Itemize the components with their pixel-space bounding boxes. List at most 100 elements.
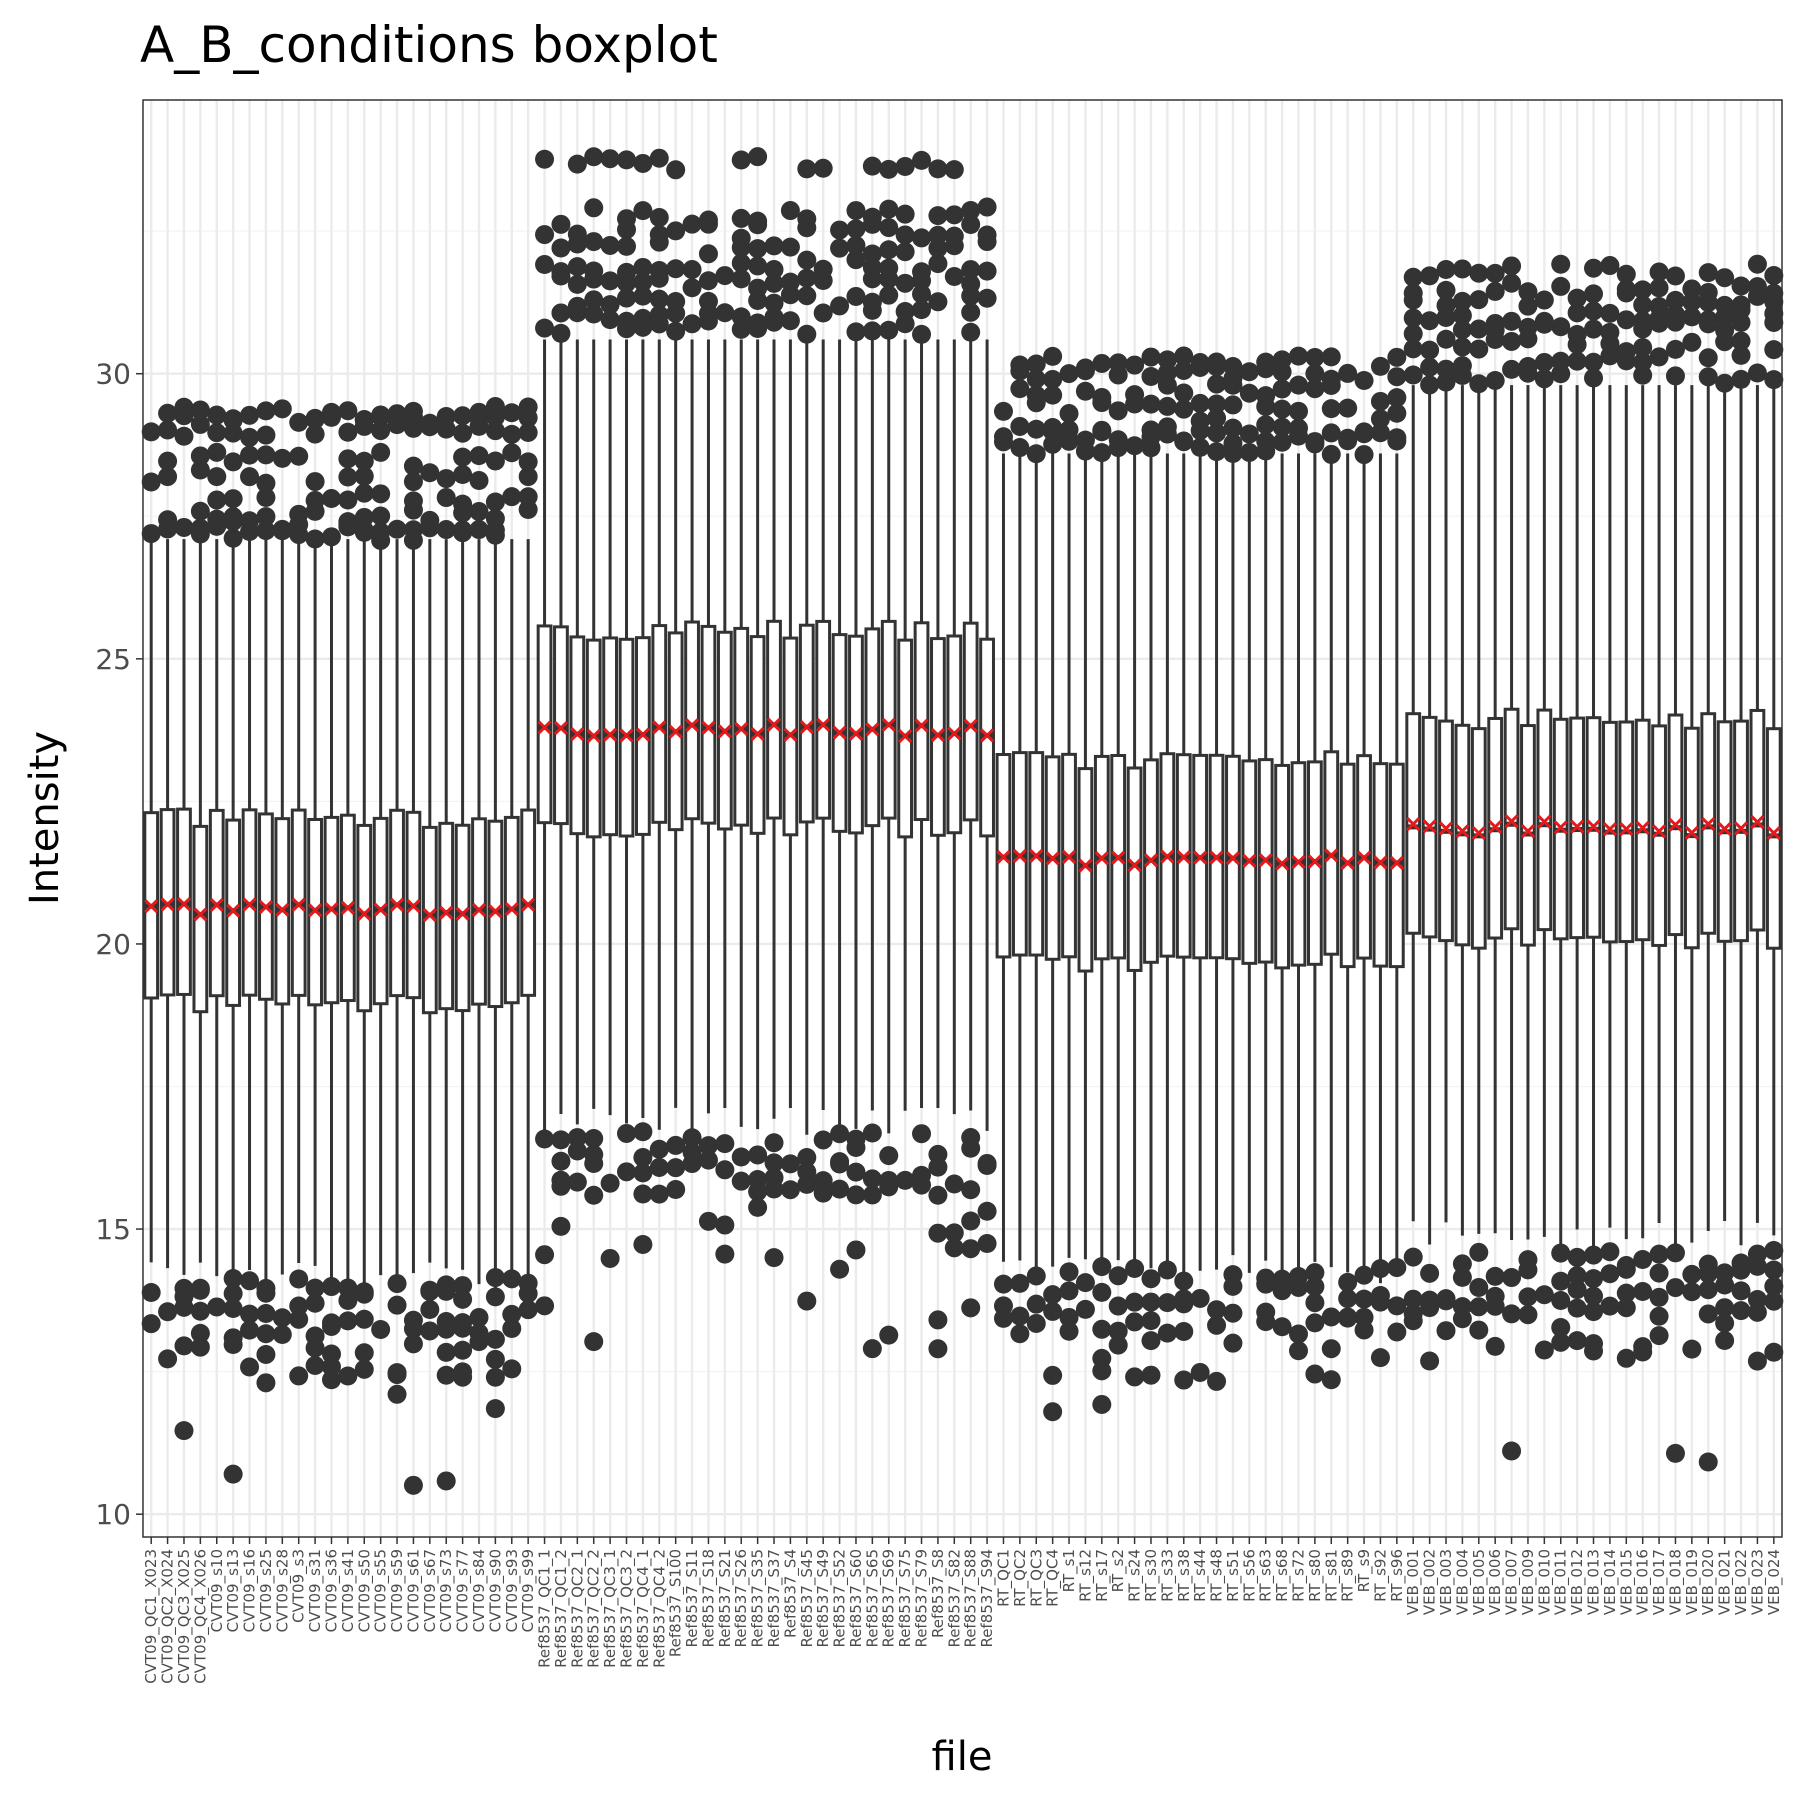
outlier-point (961, 1298, 981, 1318)
outlier-point (830, 1179, 850, 1199)
mean-marker (586, 728, 601, 744)
outlier-point (453, 1289, 473, 1309)
outlier-point (977, 197, 997, 217)
outlier-point (305, 1293, 325, 1313)
outlier-point (190, 414, 210, 434)
outlier-point (240, 1271, 260, 1291)
outlier-point (846, 1138, 866, 1158)
outlier-point (256, 401, 276, 421)
x-tick-label: CVT09_s55 (372, 1549, 391, 1632)
outlier-point (1321, 1339, 1341, 1359)
outlier-point (1190, 1362, 1210, 1382)
x-tick-label: Ref8537_QC3_1 (601, 1549, 620, 1668)
outlier-point (1354, 371, 1374, 391)
mean-marker (373, 902, 388, 917)
outlier-point (1764, 283, 1784, 303)
mean-marker (160, 897, 175, 912)
outlier-point (649, 1184, 669, 1204)
outlier-point (1288, 375, 1308, 395)
outlier-point (617, 262, 637, 282)
x-axis-title: file (932, 1734, 993, 1780)
outlier-point (1174, 399, 1194, 419)
outlier-point (256, 1344, 276, 1364)
outlier-point (633, 1148, 653, 1168)
outlier-point (731, 269, 751, 289)
mean-marker (1258, 853, 1273, 868)
outlier-point (977, 1233, 997, 1253)
outlier-point (1256, 1312, 1276, 1332)
outlier-point (420, 463, 440, 483)
outlier-point (1370, 391, 1390, 411)
outlier-point (305, 1278, 325, 1298)
outlier-point (846, 1185, 866, 1205)
outlier-point (1731, 1301, 1751, 1321)
outlier-point (1682, 292, 1702, 312)
outlier-point (1305, 364, 1325, 384)
outlier-point (1600, 303, 1620, 323)
outlier-point (813, 158, 833, 178)
outlier-point (387, 519, 407, 539)
outlier-point (223, 1464, 243, 1484)
outlier-point (1075, 1273, 1095, 1293)
mean-marker (521, 897, 536, 912)
box (1126, 766, 1143, 972)
outlier-point (436, 469, 456, 489)
outlier-point (912, 300, 932, 320)
outlier-point (764, 293, 784, 313)
mean-marker (1094, 851, 1109, 866)
outlier-point (338, 490, 358, 510)
outlier-point (403, 401, 423, 421)
outlier-point (240, 467, 260, 487)
outlier-point (1403, 267, 1423, 287)
outlier-point (1584, 284, 1604, 304)
outlier-point (436, 1471, 456, 1491)
outlier-point (961, 201, 981, 221)
outlier-point (862, 258, 882, 278)
outlier-point (780, 201, 800, 221)
outlier-point (1485, 281, 1505, 301)
outlier-point (256, 521, 276, 541)
mean-marker (1652, 824, 1667, 839)
outlier-point (174, 1421, 194, 1441)
mean-marker (1127, 858, 1142, 873)
outlier-point (846, 219, 866, 239)
outlier-point (190, 1323, 210, 1343)
mean-marker (799, 719, 814, 735)
x-tick-label: VEB_009 (1519, 1549, 1538, 1615)
outlier-point (1518, 317, 1538, 337)
outlier-point (1059, 420, 1079, 440)
x-tick-label: CVT09_s67 (421, 1549, 440, 1632)
outlier-point (1633, 280, 1653, 300)
outlier-point (1387, 1296, 1407, 1316)
outlier-point (1141, 1311, 1161, 1331)
outlier-point (1092, 1282, 1112, 1302)
outlier-point (1305, 1364, 1325, 1384)
mean-marker (1143, 853, 1159, 868)
outlier-point (1452, 259, 1472, 279)
mean-marker (652, 720, 667, 735)
mean-marker (603, 727, 618, 742)
x-tick-label: CVT09_s31 (306, 1549, 325, 1632)
outlier-point (240, 445, 260, 465)
outlier-point (1075, 1299, 1095, 1319)
outlier-point (862, 207, 882, 227)
outlier-point (1141, 394, 1161, 414)
outlier-point (256, 1303, 276, 1323)
outlier-point (748, 1197, 768, 1217)
outlier-point (1502, 1304, 1522, 1324)
outlier-point (1305, 1263, 1325, 1283)
mean-marker (1045, 851, 1060, 866)
outlier-point (617, 311, 637, 331)
outlier-point (403, 472, 423, 492)
outlier-point (485, 397, 505, 417)
outlier-point (535, 255, 555, 275)
outlier-point (174, 426, 194, 446)
outlier-point (731, 307, 751, 327)
outlier-point (1682, 1264, 1702, 1284)
outlier-point (223, 1298, 243, 1318)
outlier-point (141, 1314, 161, 1334)
outlier-point (961, 1211, 981, 1231)
outlier-point (1256, 352, 1276, 372)
outlier-point (485, 1268, 505, 1288)
outlier-point (141, 472, 161, 492)
